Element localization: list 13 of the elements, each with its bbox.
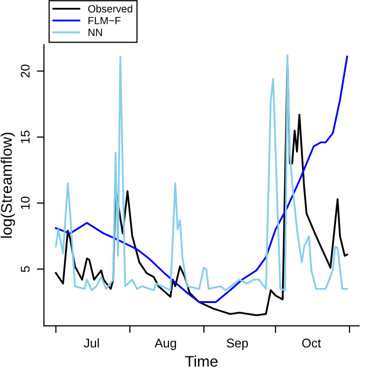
- x-tick-label: Jul: [84, 338, 99, 348]
- x-tick-label: Sep: [226, 338, 248, 350]
- legend-label: NN: [88, 28, 102, 36]
- y-tick-label: 5: [20, 266, 30, 272]
- legend-label: Observed: [88, 4, 132, 12]
- y-tick-label: 15: [20, 130, 30, 144]
- legend-label: FLM−F: [88, 17, 121, 24]
- x-tick-label: Oct: [302, 338, 321, 348]
- x-axis-title: Time: [185, 356, 218, 367]
- x-tick-label: Aug: [154, 338, 176, 350]
- y-axis-title: log(Streamflow): [0, 132, 15, 238]
- y-tick-label: 20: [20, 64, 30, 78]
- y-tick-label: 10: [20, 196, 30, 210]
